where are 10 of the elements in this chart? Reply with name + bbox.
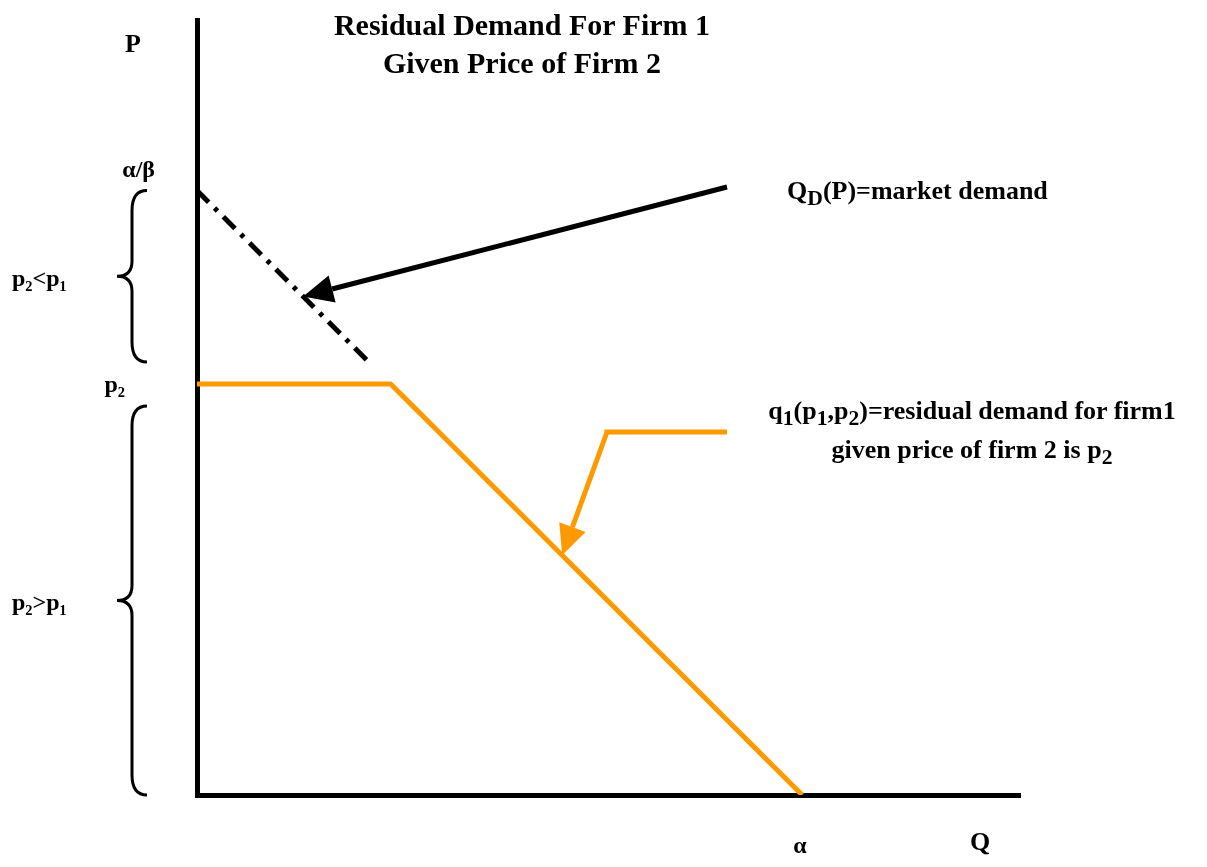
text: p₂<p₁: [12, 264, 67, 294]
text: α/β: [122, 154, 155, 184]
x-axis-title: Q: [970, 827, 991, 857]
text: p₂>p₁: [12, 588, 67, 618]
text: q$_{1}$(p$_{1}$,p$_{2}$)=residual demand for firm1 given price of firm 2 is p$_{2}$: [768, 396, 1176, 470]
text: P: [125, 28, 141, 60]
annotation: Q$_{D}$(P)=market demand: [787, 175, 1048, 213]
text: p₂: [104, 369, 125, 399]
text: α: [793, 831, 807, 860]
chart-title: Residual Demand For Firm 1 Given Price of Firm 2: [332, 7, 712, 81]
